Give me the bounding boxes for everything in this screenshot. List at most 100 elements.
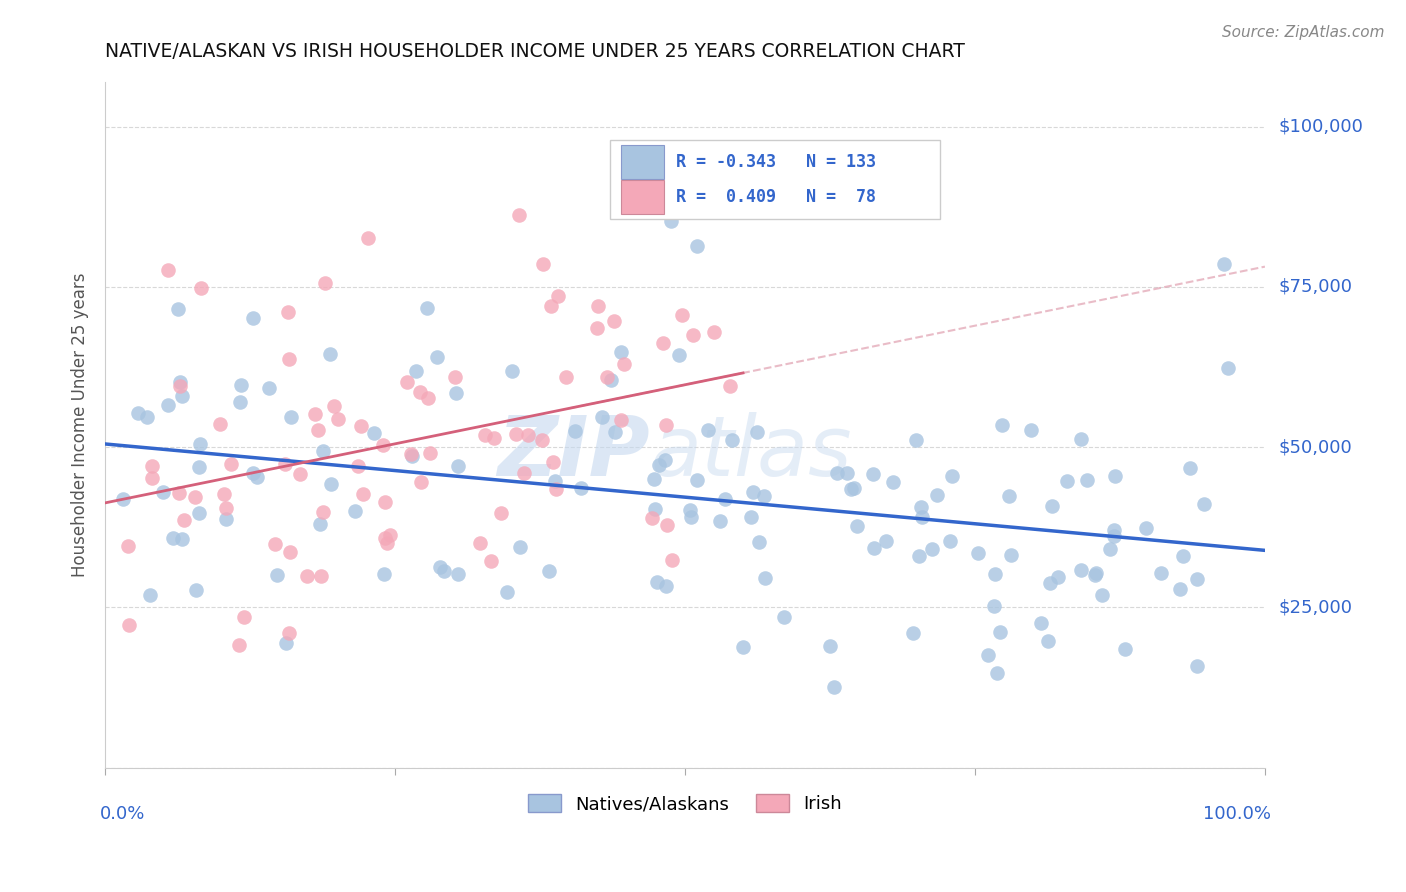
Point: [531, 256, 554, 270]
Text: NATIVE/ALASKAN VS IRISH HOUSEHOLDER INCOME UNDER 25 YEARS CORRELATION CHART: NATIVE/ALASKAN VS IRISH HOUSEHOLDER INCO…: [105, 42, 965, 61]
Point: [419, 446, 441, 460]
Point: [127, 406, 149, 420]
Point: [1150, 566, 1173, 580]
Point: [162, 531, 184, 545]
FancyBboxPatch shape: [610, 140, 941, 219]
Text: 0.0%: 0.0%: [100, 805, 145, 823]
Point: [844, 482, 866, 496]
Point: [215, 512, 238, 526]
Point: [652, 335, 675, 350]
Point: [733, 640, 755, 655]
Point: [747, 425, 769, 439]
Point: [447, 458, 470, 473]
Point: [1070, 563, 1092, 577]
Point: [941, 469, 963, 483]
Point: [432, 564, 454, 578]
Point: [277, 352, 299, 367]
Point: [911, 510, 934, 524]
Point: [586, 299, 609, 313]
Point: [288, 467, 311, 481]
Point: [187, 459, 209, 474]
Point: [654, 579, 676, 593]
Text: ZIP: ZIP: [498, 412, 651, 492]
Point: [613, 357, 636, 371]
Point: [967, 546, 990, 560]
Point: [411, 475, 433, 489]
Point: [277, 625, 299, 640]
Point: [586, 321, 609, 335]
Point: [740, 510, 762, 524]
Point: [939, 534, 962, 549]
Point: [307, 423, 329, 437]
Point: [405, 364, 427, 378]
Point: [257, 382, 280, 396]
Point: [156, 263, 179, 277]
Point: [184, 490, 207, 504]
Point: [277, 305, 299, 319]
Point: [242, 311, 264, 326]
Point: [169, 375, 191, 389]
Point: [312, 505, 335, 519]
Point: [1031, 615, 1053, 630]
Point: [741, 485, 763, 500]
Point: [396, 376, 419, 390]
Point: [141, 471, 163, 485]
Point: [754, 570, 776, 584]
Point: [136, 410, 159, 425]
Point: [721, 433, 744, 447]
Point: [242, 467, 264, 481]
Point: [1084, 567, 1107, 582]
Point: [229, 394, 252, 409]
Point: [373, 567, 395, 582]
Point: [1104, 469, 1126, 483]
Point: [215, 501, 238, 516]
Point: [659, 214, 682, 228]
Text: Source: ZipAtlas.com: Source: ZipAtlas.com: [1222, 25, 1385, 40]
Point: [610, 344, 633, 359]
Point: [212, 487, 235, 501]
Legend: Natives/Alaskans, Irish: Natives/Alaskans, Irish: [522, 787, 849, 821]
Point: [429, 559, 451, 574]
Point: [1098, 541, 1121, 556]
Point: [489, 506, 512, 520]
Point: [862, 467, 884, 481]
Point: [679, 503, 702, 517]
Point: [232, 609, 254, 624]
Point: [1056, 474, 1078, 488]
Point: [318, 346, 340, 360]
Point: [308, 517, 330, 532]
Point: [399, 447, 422, 461]
Point: [357, 231, 380, 245]
Point: [278, 545, 301, 559]
Point: [152, 484, 174, 499]
Point: [986, 666, 1008, 681]
Point: [541, 455, 564, 469]
Point: [112, 491, 135, 506]
Point: [903, 626, 925, 640]
Point: [839, 482, 862, 496]
Point: [645, 574, 668, 589]
Point: [172, 533, 194, 547]
Point: [540, 300, 562, 314]
Point: [169, 378, 191, 392]
Point: [118, 618, 141, 632]
Point: [172, 389, 194, 403]
Point: [350, 419, 373, 434]
Point: [544, 474, 567, 488]
Point: [910, 500, 932, 515]
Point: [671, 308, 693, 322]
Point: [1076, 473, 1098, 487]
Point: [686, 473, 709, 487]
Point: [697, 423, 720, 437]
Point: [444, 370, 467, 384]
Point: [921, 542, 943, 557]
Text: atlas: atlas: [651, 412, 852, 492]
Point: [818, 639, 841, 653]
Point: [569, 481, 592, 495]
Point: [876, 534, 898, 549]
Point: [208, 417, 231, 432]
Text: 100.0%: 100.0%: [1202, 805, 1271, 823]
Text: $25,000: $25,000: [1279, 599, 1353, 616]
Text: $50,000: $50,000: [1279, 438, 1353, 456]
Point: [409, 385, 432, 400]
